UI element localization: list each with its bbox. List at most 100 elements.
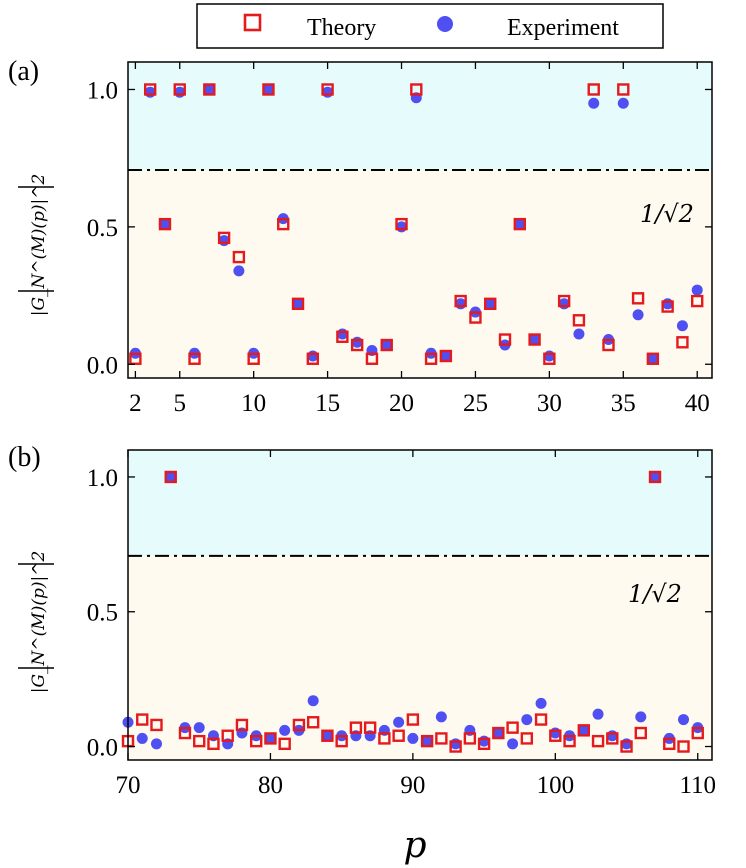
panel-a-label: (a): [8, 56, 39, 87]
theory-point: [676, 336, 689, 349]
experiment-point: [440, 350, 452, 362]
y-tick-label: 0.0: [87, 352, 118, 379]
theory-point: [620, 740, 633, 753]
theory-point: [380, 338, 393, 352]
theory-point: [484, 297, 497, 311]
experiment-point: [381, 339, 393, 351]
panel-b-x-ticks: 70 80 90 100 110: [116, 450, 716, 799]
theory-point: [143, 83, 157, 96]
legend-theory-marker: [243, 13, 262, 32]
theory-point: [249, 734, 263, 748]
theory-point: [365, 352, 379, 365]
theory-point: [291, 297, 305, 311]
experiment-point: [435, 711, 447, 723]
x-tick-label: 70: [116, 772, 141, 799]
experiment-point: [193, 722, 205, 734]
theory-point: [549, 729, 562, 742]
theory-point: [335, 734, 348, 748]
x-tick-label: 10: [241, 390, 266, 417]
theory-point: [406, 713, 420, 726]
x-tick-label: 5: [173, 390, 186, 417]
theory-point: [498, 333, 512, 346]
theory-point: [463, 732, 477, 745]
theory-point: [150, 718, 163, 732]
theory-point: [321, 83, 334, 96]
experiment-point: [535, 697, 547, 709]
panel-b-marks: [121, 470, 704, 753]
panel-b: 70 80 90 100 110 0.0 0.5 1.0 (b) 1/√2 |G_N^(M)…: [8, 442, 716, 799]
theory-point: [235, 718, 249, 732]
theory-point: [648, 470, 662, 484]
panel-a-upper-region: [128, 62, 712, 170]
panel-b-lower-region: [128, 555, 712, 760]
theory-point: [178, 726, 192, 740]
theory-point: [203, 83, 216, 96]
theory-point: [392, 729, 405, 742]
panel-b-frame: [127, 449, 713, 761]
panel-b-threshold-label: 1/√2: [628, 580, 682, 608]
panel-a-y-axis-label: |G_N^(M)(p)|^2: [18, 174, 54, 316]
theory-point: [477, 737, 491, 751]
theory-point: [264, 732, 277, 745]
experiment-point: [691, 284, 703, 296]
theory-point: [306, 352, 320, 365]
theory-point: [449, 740, 462, 753]
experiment-point: [678, 714, 690, 726]
theory-point: [363, 721, 377, 734]
legend-theory-label: Theory: [307, 15, 376, 41]
theory-point: [435, 732, 448, 745]
experiment-point: [393, 716, 405, 728]
experiment-point: [407, 732, 419, 744]
theory-point: [277, 217, 290, 231]
experiment-point: [588, 97, 600, 109]
theory-point: [395, 217, 408, 231]
experiment-point: [514, 218, 526, 230]
x-tick-label: 20: [389, 390, 414, 417]
theory-point: [591, 734, 605, 748]
experiment-point: [233, 265, 245, 277]
panel-a-y-ticks: 0.0 0.5 1.0: [87, 77, 712, 379]
theory-point: [232, 250, 246, 264]
theory-point: [217, 231, 231, 245]
experiment-point: [573, 328, 585, 340]
experiment-point: [136, 732, 148, 744]
experiment-point: [592, 708, 604, 720]
theory-point: [336, 330, 349, 343]
theory-point: [188, 352, 201, 365]
theory-point: [439, 349, 453, 363]
experiment-point: [321, 730, 333, 742]
x-axis-label: p: [403, 825, 426, 866]
theory-point: [677, 740, 690, 753]
experiment-point: [150, 738, 162, 750]
theory-point: [350, 338, 364, 352]
theory-point: [634, 726, 647, 740]
theory-point: [661, 300, 674, 313]
y-tick-label: 1.0: [87, 77, 118, 104]
experiment-point: [492, 727, 504, 739]
experiment-point: [279, 724, 291, 736]
y-tick-label: 0.5: [87, 215, 118, 242]
experiment-point: [203, 83, 215, 95]
experiment-point: [617, 97, 629, 109]
theory-point: [158, 217, 172, 231]
x-tick-label: 2: [129, 390, 142, 417]
x-tick-label: 35: [611, 390, 636, 417]
theory-point: [136, 713, 149, 726]
theory-point: [420, 734, 434, 748]
theory-point: [193, 734, 206, 748]
theory-point: [278, 737, 291, 751]
theory-point: [528, 333, 541, 346]
theory-point: [292, 718, 306, 732]
legend-experiment-marker: [437, 16, 453, 32]
legend-experiment-label: Experiment: [507, 15, 619, 41]
panel-b-y-ticks: 0.0 0.5 1.0: [87, 465, 712, 762]
panel-a: 2 5 10 15 20 25 30 35 40 0.00.51.0 (a) 1/√2 |G_N…: [8, 56, 713, 417]
x-tick-label: 30: [537, 390, 562, 417]
theory-point: [469, 311, 482, 324]
experiment-point: [649, 471, 661, 483]
experiment-point: [521, 714, 533, 726]
experiment-point: [165, 471, 177, 483]
panel-b-y-axis-label: |G_N^(M)(p)|^2: [18, 551, 54, 693]
x-tick-label: 100: [537, 772, 575, 799]
